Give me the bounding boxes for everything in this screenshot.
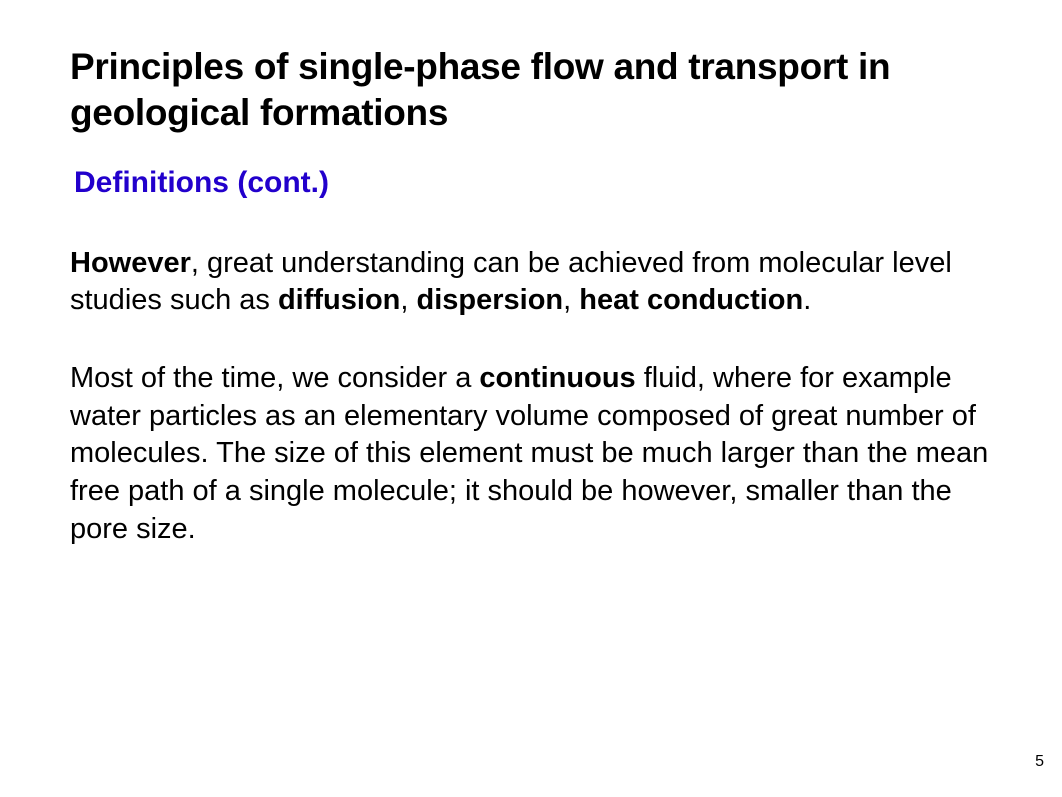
paragraph-2: Most of the time, we consider a continuo…	[70, 360, 1000, 548]
page-number: 5	[1035, 753, 1044, 771]
body-text: However, great understanding can be achi…	[70, 245, 1000, 549]
paragraph-1: However, great understanding can be achi…	[70, 245, 1000, 320]
slide: Principles of single-phase flow and tran…	[0, 0, 1062, 797]
slide-subheading: Definitions (cont.)	[74, 165, 1002, 201]
slide-title: Principles of single-phase flow and tran…	[70, 44, 1002, 137]
